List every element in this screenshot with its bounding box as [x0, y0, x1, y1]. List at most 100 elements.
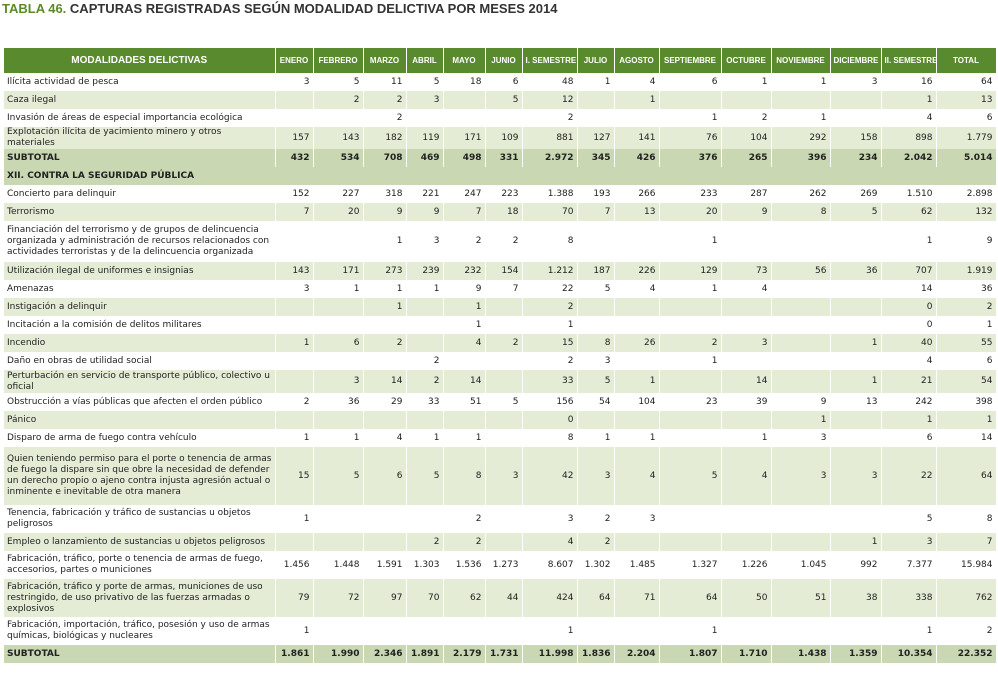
cell-marzo: 1.591 [363, 551, 407, 579]
cell-noviembre [771, 352, 831, 370]
cell-enero: 15 [275, 447, 314, 505]
cell-mayo [443, 109, 486, 127]
cell-mayo: 62 [443, 579, 486, 617]
cell-diciembre: 1 [830, 533, 882, 551]
cell-septiembre [659, 533, 722, 551]
cell-ii-semestre: 3 [881, 533, 937, 551]
cell-marzo: 2 [363, 334, 407, 352]
cell-total: 1.779 [936, 127, 997, 149]
cell-septiembre: 20 [659, 203, 722, 221]
cell-diciembre: 3 [830, 447, 882, 505]
cell-julio: 1.302 [577, 551, 615, 579]
cell-mayo: 9 [443, 280, 486, 298]
row-label: Fabricación, tráfico, porte o tenencia d… [4, 551, 276, 579]
cell-mayo: 18 [443, 73, 486, 91]
cell-junio: 109 [485, 127, 523, 149]
cell-diciembre: 158 [830, 127, 882, 149]
cell-julio [577, 109, 615, 127]
cell-mayo: 171 [443, 127, 486, 149]
cell-junio [485, 533, 523, 551]
cell-enero [275, 352, 314, 370]
cell-agosto [614, 533, 660, 551]
cell-i-semestre: 15 [522, 334, 578, 352]
cell-agosto [614, 617, 660, 645]
cell-i-semestre: 2 [522, 298, 578, 316]
cell-noviembre [771, 533, 831, 551]
cell-febrero: 36 [313, 393, 364, 411]
table-row: Daño en obras de utilidad social 2 2 3 1 4 6 [4, 352, 997, 370]
row-label: SUBTOTAL [4, 149, 276, 167]
cell-julio: 7 [577, 203, 615, 221]
cell-noviembre [771, 505, 831, 533]
cell-marzo: 1 [363, 298, 407, 316]
cell-septiembre [659, 411, 722, 429]
cell-total: 7 [936, 533, 997, 551]
row-label: Daño en obras de utilidad social [4, 352, 276, 370]
cell-ii-semestre: 242 [881, 393, 937, 411]
cell-octubre: 4 [721, 447, 772, 505]
row-label: Incitación a la comisión de delitos mili… [4, 316, 276, 334]
cell-ii-semestre: 5 [881, 505, 937, 533]
cell-marzo: 2.346 [363, 645, 407, 663]
cell-diciembre [830, 316, 882, 334]
cell-enero [275, 109, 314, 127]
cell-mayo: 51 [443, 393, 486, 411]
cell-octubre: 9 [721, 203, 772, 221]
column-header: AGOSTO [614, 48, 660, 73]
column-header: SEPTIEMBRE [659, 48, 722, 73]
cell-agosto: 71 [614, 579, 660, 617]
cell-diciembre: 1 [830, 334, 882, 352]
row-label: Ilícita actividad de pesca [4, 73, 276, 91]
cell-enero: 1 [275, 429, 314, 447]
cell-i-semestre: 3 [522, 505, 578, 533]
cell-total: 55 [936, 334, 997, 352]
cell-marzo: 318 [363, 185, 407, 203]
cell-i-semestre: 1.212 [522, 262, 578, 280]
cell-junio: 3 [485, 447, 523, 505]
cell-mayo [443, 411, 486, 429]
cell-diciembre: 38 [830, 579, 882, 617]
cell-agosto: 3 [614, 505, 660, 533]
cell-abril [406, 316, 444, 334]
row-label: XII. CONTRA LA SEGURIDAD PÚBLICA [4, 167, 997, 185]
cell-total: 13 [936, 91, 997, 109]
cell-marzo [363, 411, 407, 429]
cell-agosto [614, 109, 660, 127]
cell-agosto: 4 [614, 73, 660, 91]
cell-agosto: 1 [614, 429, 660, 447]
table-row: Caza ilegal 2 2 3 5 12 1 1 13 [4, 91, 997, 109]
cell-septiembre: 6 [659, 73, 722, 91]
cell-enero: 1 [275, 617, 314, 645]
cell-agosto: 4 [614, 447, 660, 505]
cell-octubre [721, 298, 772, 316]
cell-septiembre: 2 [659, 334, 722, 352]
data-table: MODALIDADES DELICTIVAS ENERO FEBRERO MARZO A… [4, 48, 997, 663]
cell-septiembre: 76 [659, 127, 722, 149]
row-label: Empleo o lanzamiento de sustancias u obj… [4, 533, 276, 551]
cell-total: 1 [936, 411, 997, 429]
cell-junio: 6 [485, 73, 523, 91]
cell-octubre: 265 [721, 149, 772, 167]
cell-i-semestre: 33 [522, 370, 578, 393]
cell-octubre: 104 [721, 127, 772, 149]
table-row: Amenazas 3 1 1 1 9 7 22 5 4 1 4 14 36 [4, 280, 997, 298]
cell-mayo: 232 [443, 262, 486, 280]
cell-total: 9 [936, 221, 997, 262]
cell-febrero: 5 [313, 73, 364, 91]
cell-noviembre: 396 [771, 149, 831, 167]
cell-febrero: 5 [313, 447, 364, 505]
cell-enero: 157 [275, 127, 314, 149]
cell-febrero: 143 [313, 127, 364, 149]
cell-febrero [313, 221, 364, 262]
column-header: FEBRERO [313, 48, 364, 73]
cell-total: 2 [936, 617, 997, 645]
cell-noviembre [771, 280, 831, 298]
table-row: Pánico 0 1 1 1 [4, 411, 997, 429]
column-header: ABRIL [406, 48, 444, 73]
cell-diciembre: 1.359 [830, 645, 882, 663]
cell-agosto: 13 [614, 203, 660, 221]
cell-julio: 64 [577, 579, 615, 617]
cell-noviembre: 292 [771, 127, 831, 149]
cell-enero [275, 221, 314, 262]
cell-febrero: 3 [313, 370, 364, 393]
